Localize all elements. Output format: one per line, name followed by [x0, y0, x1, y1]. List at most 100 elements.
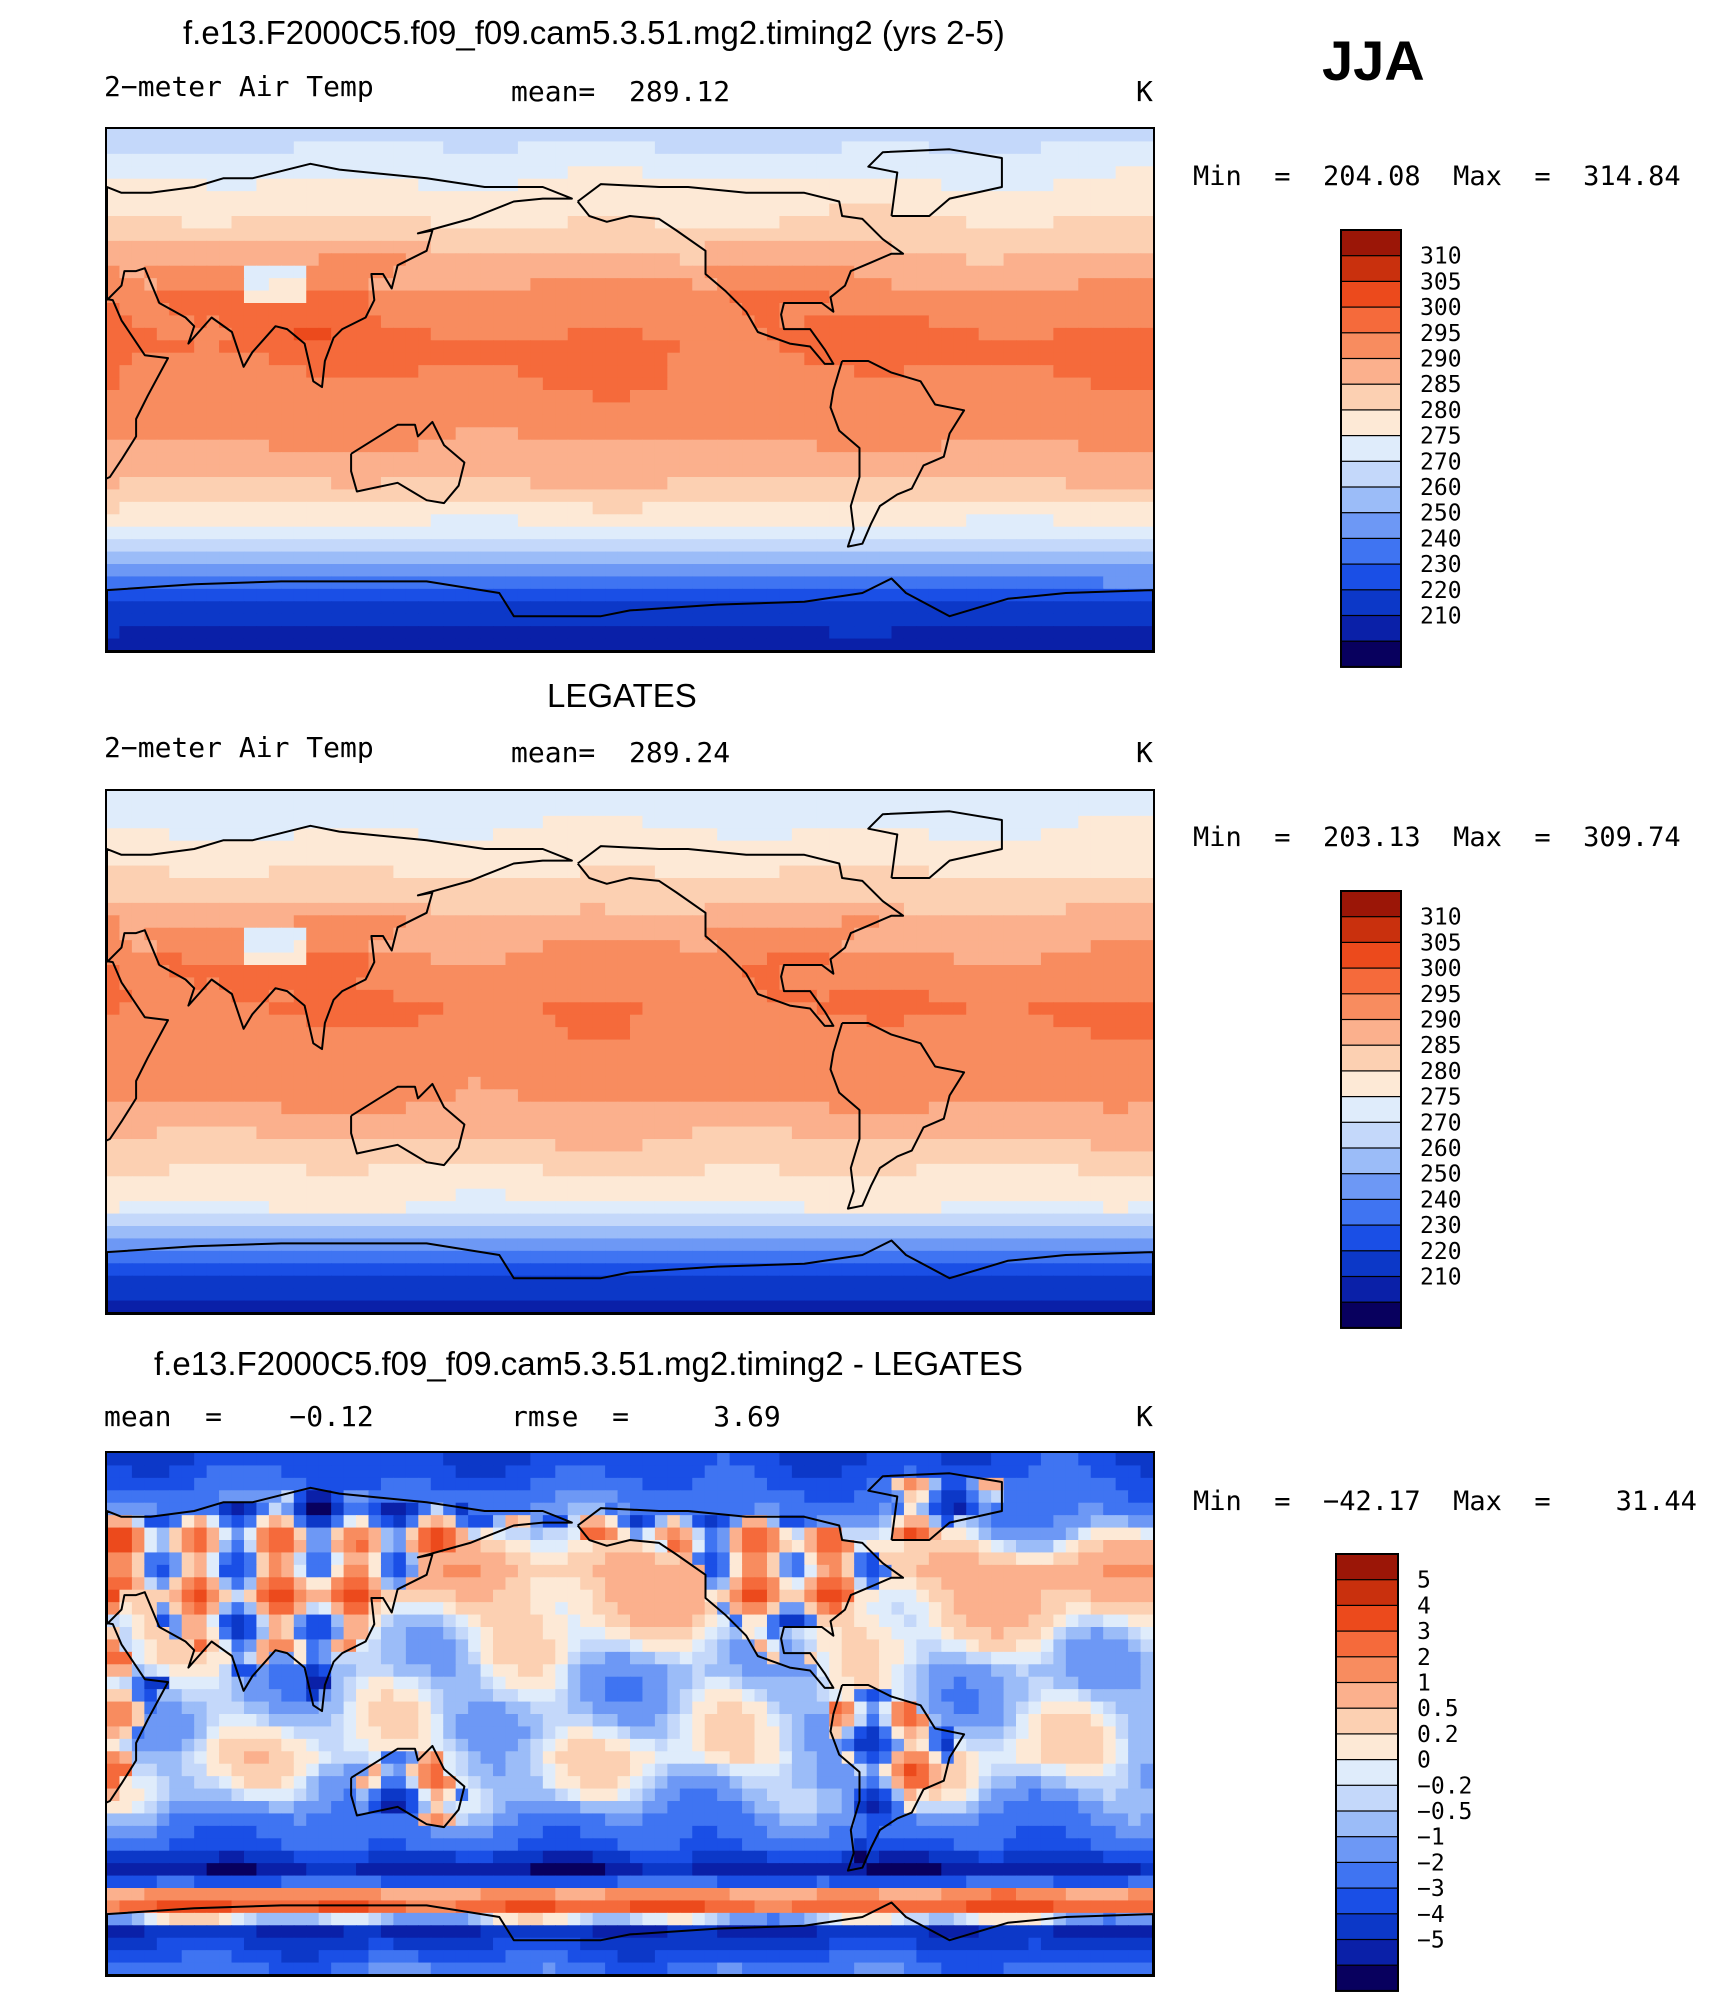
- map-cell: [692, 952, 706, 966]
- map-cell: [1103, 539, 1117, 553]
- map-cell: [555, 526, 569, 540]
- map-cell: [567, 265, 581, 279]
- map-cell: [306, 853, 320, 867]
- map-cell: [791, 977, 805, 991]
- map-cell: [1053, 840, 1067, 854]
- map-cell: [928, 352, 942, 366]
- map-cell: [654, 915, 668, 929]
- map-cell: [1040, 626, 1054, 640]
- map-cell: [617, 253, 631, 267]
- map-cell: [493, 439, 507, 453]
- map-cell: [804, 290, 818, 304]
- map-cell: [679, 414, 693, 428]
- map-cell: [1040, 377, 1054, 391]
- map-cell: [331, 539, 345, 553]
- map-cell: [281, 815, 295, 829]
- map-cell: [667, 803, 681, 817]
- map-cell: [468, 927, 482, 941]
- map-cell: [605, 539, 619, 553]
- map-cell: [380, 977, 394, 991]
- map-cell: [306, 927, 320, 941]
- map-cell: [978, 427, 992, 441]
- map-cell: [418, 129, 432, 143]
- map-cell: [268, 989, 282, 1003]
- map-cell: [206, 216, 220, 230]
- map-cell: [991, 129, 1005, 143]
- map-cell: [841, 340, 855, 354]
- map-cell: [766, 477, 781, 491]
- map-cell: [331, 940, 345, 954]
- map-cell: [380, 390, 394, 404]
- map-cell: [194, 477, 208, 491]
- map-cell: [1115, 638, 1129, 651]
- map-cell: [194, 377, 208, 391]
- map-cell: [131, 414, 145, 428]
- map-cell: [617, 315, 631, 329]
- map-cell: [455, 952, 469, 966]
- map-cell: [966, 141, 980, 155]
- map-cell: [219, 940, 233, 954]
- map-cell: [692, 303, 706, 317]
- map-cell: [829, 626, 843, 640]
- map-cell: [493, 452, 507, 466]
- map-cell: [356, 278, 370, 292]
- map-cell: [704, 601, 718, 615]
- map-cell: [829, 539, 843, 553]
- map-cell: [517, 166, 531, 180]
- map-cell: [742, 303, 756, 317]
- map-cell: [493, 477, 507, 491]
- map-cell: [405, 303, 419, 317]
- map-cell: [966, 638, 980, 651]
- map-cell: [791, 390, 805, 404]
- map-cell: [468, 915, 482, 929]
- map-cell: [916, 791, 930, 805]
- map-cell: [654, 203, 668, 217]
- map-cell: [829, 878, 843, 892]
- map-cell: [679, 828, 693, 842]
- map-cell: [866, 791, 880, 805]
- map-cell: [592, 952, 606, 966]
- map-cell: [630, 588, 644, 602]
- map-cell: [393, 828, 407, 842]
- map-cell: [1115, 377, 1129, 391]
- map-cell: [356, 915, 370, 929]
- map-cell: [1090, 352, 1104, 366]
- map-cell: [418, 989, 432, 1003]
- map-cell: [144, 477, 158, 491]
- map-cell: [331, 638, 345, 651]
- map-cell: [144, 129, 158, 143]
- map-cell: [592, 166, 606, 180]
- map-cell: [692, 191, 706, 205]
- map-cell: [729, 427, 743, 441]
- map-cell: [443, 477, 457, 491]
- map-cell: [156, 377, 170, 391]
- map-cell: [879, 216, 893, 230]
- map-cell: [555, 390, 569, 404]
- colorbar-label: 270: [1420, 449, 1462, 475]
- map-cell: [256, 952, 270, 966]
- map-cell: [754, 613, 768, 627]
- map-cell: [766, 989, 781, 1003]
- map-cell: [181, 989, 195, 1003]
- map-cell: [343, 166, 357, 180]
- map-cell: [630, 902, 644, 916]
- map-cell: [393, 365, 407, 379]
- map-cell: [941, 878, 955, 892]
- map-cell: [1028, 638, 1042, 651]
- map-cell: [318, 902, 332, 916]
- map-cell: [804, 890, 818, 904]
- map-cell: [405, 377, 419, 391]
- map-cell: [119, 153, 133, 167]
- map-cell: [717, 377, 731, 391]
- map-cell: [293, 390, 307, 404]
- map-cell: [517, 815, 531, 829]
- map-cell: [107, 878, 121, 892]
- map-cell: [181, 290, 195, 304]
- map-cell: [1128, 340, 1142, 354]
- map-cell: [505, 141, 519, 155]
- map-cell: [393, 178, 407, 192]
- map-cell: [343, 815, 357, 829]
- map-cell: [779, 265, 793, 279]
- map-cell: [119, 878, 133, 892]
- map-cell: [505, 203, 519, 217]
